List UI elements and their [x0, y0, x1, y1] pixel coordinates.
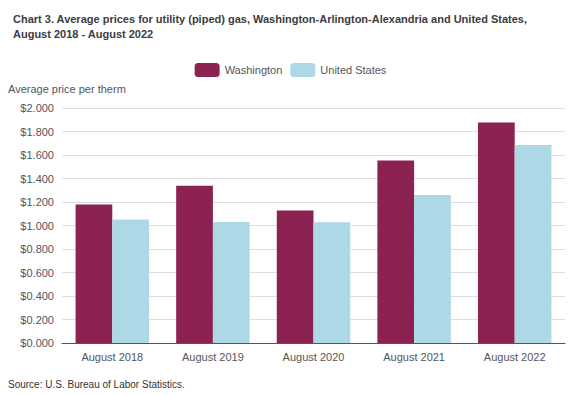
svg-text:August 2020: August 2020: [283, 351, 345, 363]
svg-text:$1.800: $1.800: [20, 126, 54, 138]
svg-text:August 2018 - August 2022: August 2018 - August 2022: [13, 28, 153, 40]
svg-text:$0.000: $0.000: [20, 337, 54, 349]
svg-text:Source: U.S. Bureau of Labor S: Source: U.S. Bureau of Labor Statistics.: [8, 379, 185, 390]
svg-text:$0.800: $0.800: [20, 243, 54, 255]
svg-text:$0.600: $0.600: [20, 267, 54, 279]
svg-text:$1.600: $1.600: [20, 149, 54, 161]
svg-text:Average price per therm: Average price per therm: [8, 83, 126, 95]
svg-text:Chart 3. Average prices for ut: Chart 3. Average prices for utility (pip…: [13, 13, 527, 25]
svg-text:August 2022: August 2022: [484, 351, 546, 363]
svg-text:$2.000: $2.000: [20, 102, 54, 114]
svg-text:$1.400: $1.400: [20, 173, 54, 185]
svg-text:$0.200: $0.200: [20, 314, 54, 326]
svg-text:United States: United States: [320, 64, 387, 76]
svg-text:$0.400: $0.400: [20, 290, 54, 302]
svg-text:August 2018: August 2018: [81, 351, 143, 363]
svg-text:August 2021: August 2021: [383, 351, 445, 363]
svg-text:$1.200: $1.200: [20, 196, 54, 208]
svg-text:$1.000: $1.000: [20, 220, 54, 232]
svg-text:August 2019: August 2019: [182, 351, 244, 363]
svg-text:Washington: Washington: [225, 64, 283, 76]
